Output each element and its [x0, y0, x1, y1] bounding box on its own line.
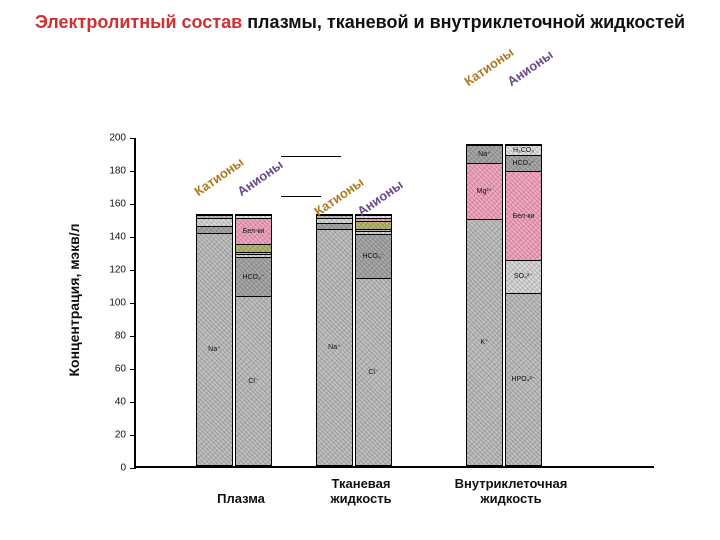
- segment: Бел-ки: [236, 218, 271, 244]
- bar-cations: K⁺ Mg²⁺ Na⁺: [466, 144, 503, 466]
- segment: [197, 215, 232, 218]
- y-tick: [130, 303, 136, 304]
- segment-label: H₂CO₃: [513, 147, 534, 154]
- y-axis-label: Концентрация, мэкв/л: [66, 223, 82, 376]
- y-tick: [130, 270, 136, 271]
- segment-label: HCO₃⁻: [362, 253, 384, 260]
- segment-label: Бел-ки: [513, 213, 535, 220]
- segment-label: Na⁺: [478, 151, 491, 158]
- leader-line: [281, 156, 341, 157]
- x-label: Тканеваяжидкость: [286, 477, 436, 506]
- segment: HCO₃⁻: [236, 257, 271, 296]
- segment: Na⁺: [197, 233, 232, 465]
- y-tick: [130, 138, 136, 139]
- y-tick: [130, 204, 136, 205]
- y-tick-label: 80: [115, 331, 126, 342]
- bar-anions: Cl⁻ HCO₃⁻: [355, 214, 392, 466]
- segment: [356, 221, 391, 229]
- segment: [317, 223, 352, 230]
- y-tick-label: 140: [109, 232, 126, 243]
- y-tick: [130, 435, 136, 436]
- segment-label: Cl⁻: [248, 378, 258, 385]
- segment: [236, 254, 271, 257]
- segment-label: HCO₃⁻: [242, 274, 264, 281]
- segment: [236, 215, 271, 218]
- y-tick-label: 20: [115, 430, 126, 441]
- segment-label: SO₄²⁻: [514, 273, 533, 280]
- segment-label: Cl⁻: [368, 369, 378, 376]
- segment: HCO₃⁻: [506, 155, 541, 171]
- segment: [356, 218, 391, 221]
- y-tick-label: 180: [109, 166, 126, 177]
- segment: [197, 226, 232, 233]
- y-tick: [130, 369, 136, 370]
- chart-title: Электролитный состав плазмы, тканевой и …: [0, 12, 720, 33]
- segment: HPO₄²⁻: [506, 293, 541, 465]
- y-tick: [130, 171, 136, 172]
- segment: SO₄²⁻: [506, 260, 541, 293]
- bar-pair-Внутриклеточная: K⁺ Mg²⁺ Na⁺ HPO₄²⁻ SO₄²⁻ Бел-ки HCO₃⁻ H₂CO₃: [466, 144, 542, 466]
- y-tick: [130, 336, 136, 337]
- title-seg-1: Электролитный состав: [35, 12, 247, 32]
- y-tick-label: 0: [120, 463, 126, 474]
- x-label: Внутриклеточнаяжидкость: [436, 477, 586, 506]
- bar-pair-Плазма: Na⁺ Cl⁻ HCO₃⁻ Бел-ки: [196, 214, 272, 466]
- segment: Бел-ки: [506, 171, 541, 260]
- segment: Na⁺: [317, 229, 352, 465]
- segment-label: Na⁺: [208, 346, 221, 353]
- segment: Na⁺: [467, 145, 502, 163]
- y-tick: [130, 237, 136, 238]
- chart-plot: 020406080100120140160180200Na⁺Cl⁻HCO₃⁻Бе…: [134, 138, 654, 468]
- y-tick: [130, 468, 136, 469]
- title-seg-2: плазмы, тканевой и внутриклеточной жидко…: [247, 12, 685, 32]
- segment: [317, 218, 352, 223]
- segment: [236, 252, 271, 254]
- leader-line: [281, 196, 321, 197]
- segment: K⁺: [467, 219, 502, 465]
- y-tick-label: 160: [109, 199, 126, 210]
- segment: [356, 231, 391, 234]
- segment-label: HPO₄²⁻: [511, 376, 535, 383]
- y-tick: [130, 402, 136, 403]
- segment: H₂CO₃: [506, 145, 541, 155]
- segment: HCO₃⁻: [356, 234, 391, 278]
- segment: [356, 229, 391, 231]
- segment-label: Na⁺: [328, 344, 341, 351]
- segment-label: Бел-ки: [243, 228, 265, 235]
- segment-label: K⁺: [480, 339, 488, 346]
- segment-label: Mg²⁺: [477, 188, 493, 195]
- bar-anions: Cl⁻ HCO₃⁻ Бел-ки: [235, 214, 272, 466]
- y-tick-label: 60: [115, 364, 126, 375]
- y-tick-label: 40: [115, 397, 126, 408]
- bar-anions: HPO₄²⁻ SO₄²⁻ Бел-ки HCO₃⁻ H₂CO₃: [505, 144, 542, 466]
- segment-label: HCO₃⁻: [512, 160, 534, 167]
- segment: [197, 218, 232, 226]
- segment: Cl⁻: [356, 278, 391, 465]
- bar-pair-Тканевая: Na⁺ Cl⁻ HCO₃⁻: [316, 214, 392, 466]
- bar-cations: Na⁺: [196, 214, 233, 466]
- segment: [236, 244, 271, 252]
- segment: Cl⁻: [236, 296, 271, 465]
- y-tick-label: 100: [109, 298, 126, 309]
- y-tick-label: 200: [109, 133, 126, 144]
- segment: Mg²⁺: [467, 163, 502, 219]
- y-tick-label: 120: [109, 265, 126, 276]
- bar-cations: Na⁺: [316, 214, 353, 466]
